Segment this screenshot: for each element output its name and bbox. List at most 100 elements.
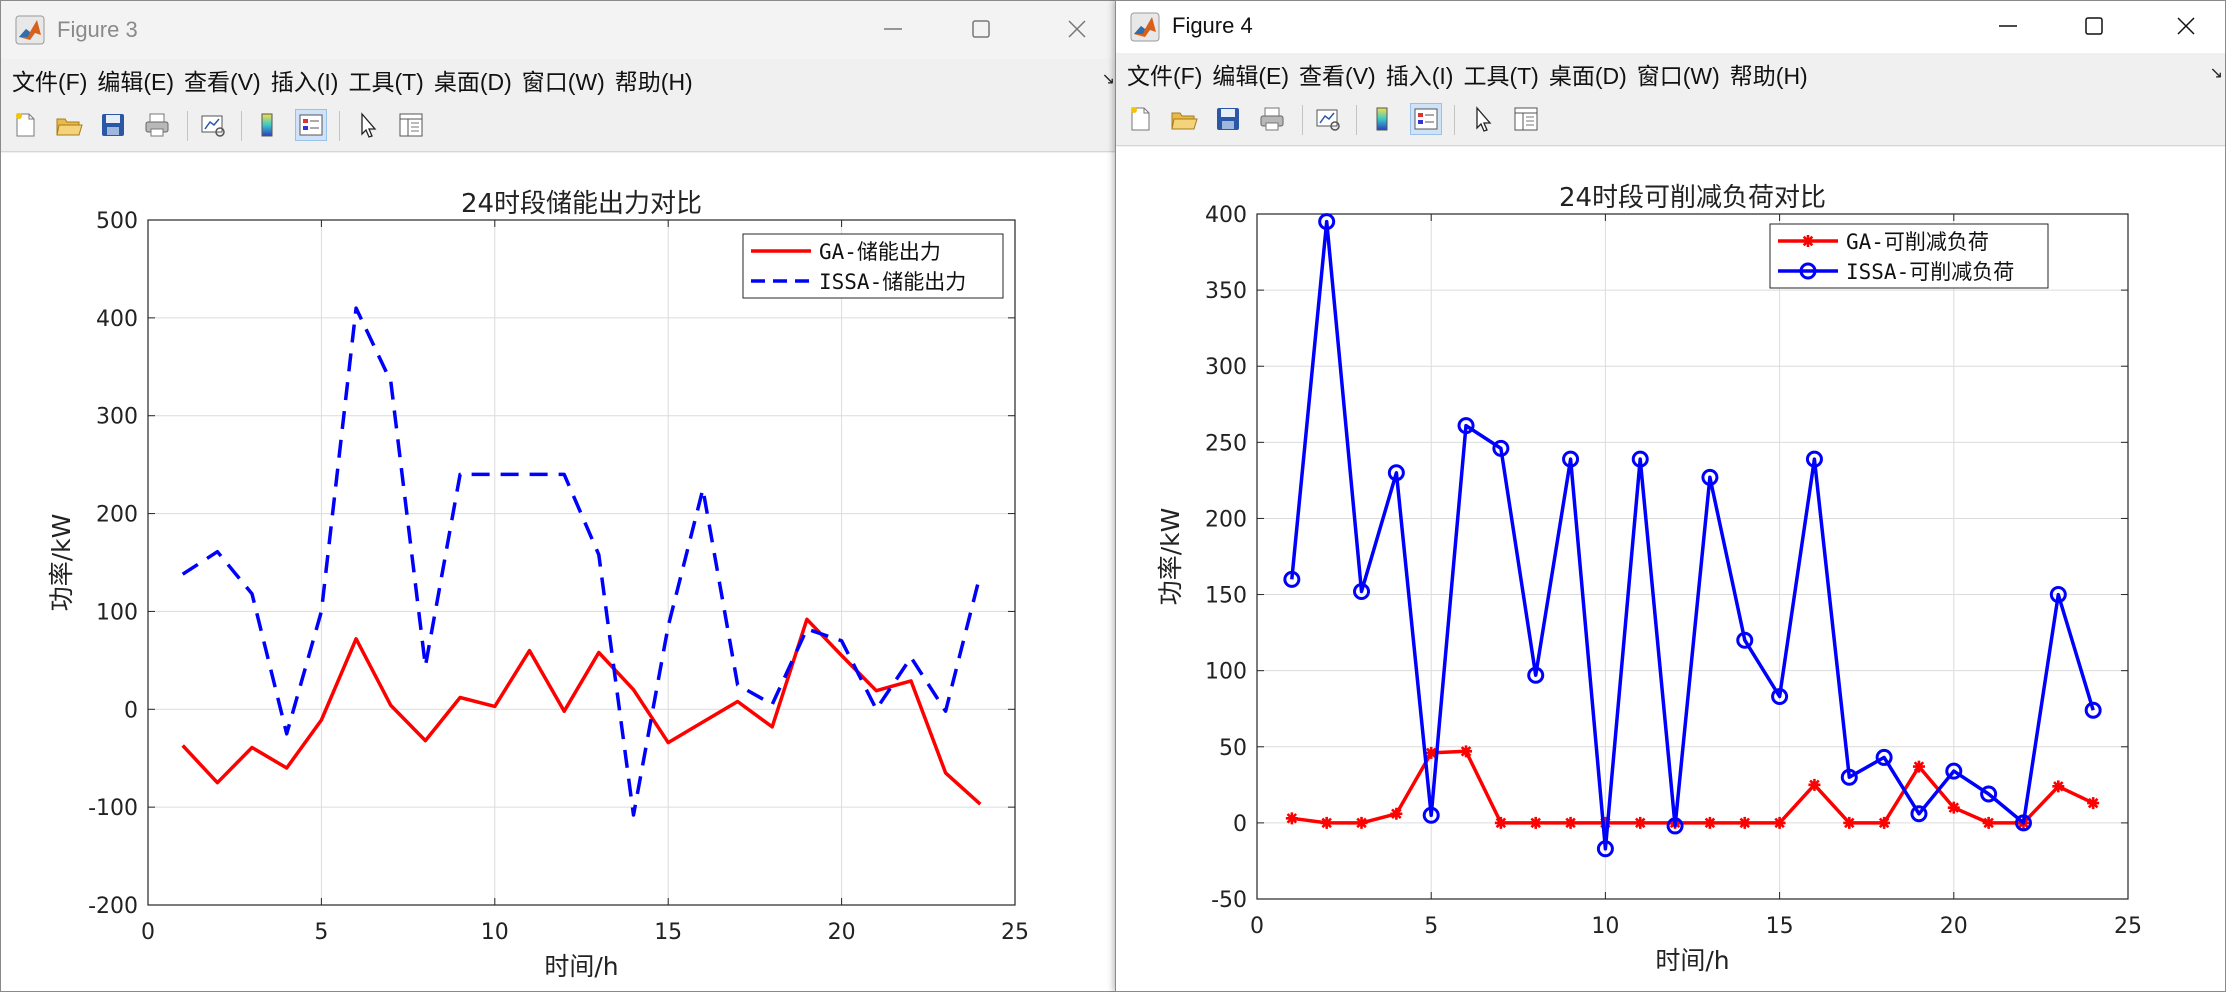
link-plot-icon bbox=[1316, 109, 1340, 131]
menu-overflow-icon[interactable]: ↘ bbox=[1101, 69, 1115, 88]
legend-label-1: GA-储能出力 bbox=[819, 240, 941, 264]
series-1-point bbox=[1808, 778, 1821, 791]
toolbar-separator bbox=[187, 111, 188, 141]
print-button[interactable] bbox=[1256, 103, 1288, 135]
series-2-point bbox=[1492, 439, 1510, 457]
series-1-point bbox=[2052, 780, 2065, 793]
legend-marker-1 bbox=[1802, 235, 1814, 247]
menu-desktop[interactable]: 桌面(D) bbox=[1548, 63, 1627, 89]
series-1-point bbox=[1843, 816, 1856, 829]
colorbar-button[interactable] bbox=[251, 109, 283, 141]
legend-button[interactable] bbox=[295, 109, 327, 141]
save-button[interactable] bbox=[97, 109, 129, 141]
series-line-2 bbox=[1290, 219, 2095, 851]
window-title: Figure 3 bbox=[57, 17, 138, 42]
minimize-button[interactable] bbox=[1978, 6, 2038, 46]
x-tick-label: 25 bbox=[2114, 914, 2142, 939]
x-tick-label: 25 bbox=[1001, 920, 1029, 945]
minimize-icon bbox=[1999, 25, 2017, 27]
series-1-point bbox=[1564, 816, 1577, 829]
menu-window[interactable]: 窗口(W) bbox=[1636, 63, 1720, 89]
y-tick-labels: -200 -100 0 100 200 300 400 500 bbox=[88, 209, 138, 919]
y-tick-label: 200 bbox=[96, 503, 138, 528]
legend[interactable]: GA-可削减负荷 ISSA-可削减负荷 bbox=[1769, 223, 2049, 289]
y-tick-labels: -50 0 50 100 150 200 250 300 350 400 bbox=[1205, 203, 1247, 913]
menu-edit[interactable]: 编辑(E) bbox=[97, 69, 175, 95]
close-button[interactable] bbox=[1047, 9, 1107, 49]
legend-button[interactable] bbox=[1410, 103, 1442, 135]
menu-help[interactable]: 帮助(H) bbox=[1729, 63, 1808, 89]
menu-overflow-icon[interactable]: ↘ bbox=[2209, 63, 2223, 82]
series-1-point bbox=[1599, 816, 1612, 829]
link-plot-button[interactable] bbox=[197, 109, 229, 141]
property-inspector-button[interactable] bbox=[395, 109, 427, 141]
colorbar-button[interactable] bbox=[1366, 103, 1398, 135]
new-figure-button[interactable] bbox=[1124, 103, 1156, 135]
menu-desktop[interactable]: 桌面(D) bbox=[433, 69, 512, 95]
open-file-button[interactable] bbox=[53, 109, 85, 141]
menu-tools[interactable]: 工具(T) bbox=[1463, 63, 1539, 89]
property-inspector-icon bbox=[399, 113, 423, 137]
series-1-point bbox=[1634, 816, 1647, 829]
menu-view[interactable]: 查看(V) bbox=[1299, 63, 1376, 89]
figure-canvas[interactable]: 0 5 10 15 20 25 -200 -100 0 100 200 300 400 500 GA-储… bbox=[1, 153, 1117, 991]
menu-tools[interactable]: 工具(T) bbox=[348, 69, 424, 95]
maximize-button[interactable] bbox=[951, 9, 1011, 49]
y-tick-label: -200 bbox=[88, 894, 138, 919]
menu-view[interactable]: 查看(V) bbox=[184, 69, 261, 95]
series-2-point bbox=[1840, 768, 1858, 786]
property-inspector-button[interactable] bbox=[1510, 103, 1542, 135]
save-button[interactable] bbox=[1212, 103, 1244, 135]
toolbar-separator bbox=[241, 111, 242, 141]
chart-storage-output: 0 5 10 15 20 25 -200 -100 0 100 200 300 400 500 GA-储… bbox=[47, 189, 1029, 981]
new-figure-icon bbox=[16, 113, 35, 137]
pointer-button[interactable] bbox=[1466, 103, 1498, 135]
axes-frame bbox=[147, 219, 1016, 906]
colorbar-icon bbox=[261, 113, 273, 137]
minimize-icon bbox=[884, 28, 902, 30]
print-button[interactable] bbox=[141, 109, 173, 141]
chart-title: 24时段储能出力对比 bbox=[461, 189, 702, 219]
menu-file[interactable]: 文件(F) bbox=[12, 69, 88, 95]
toolbar-separator bbox=[1302, 105, 1303, 135]
close-button[interactable] bbox=[2156, 6, 2216, 46]
series-1-point bbox=[1320, 816, 1333, 829]
figure-toolbar bbox=[1, 101, 1117, 152]
minimize-button[interactable] bbox=[863, 9, 923, 49]
series-2-point bbox=[1527, 666, 1545, 684]
series-2-point bbox=[1980, 785, 1998, 803]
series-1-point bbox=[1703, 816, 1716, 829]
pointer-button[interactable] bbox=[351, 109, 383, 141]
menu-file[interactable]: 文件(F) bbox=[1127, 63, 1203, 89]
link-plot-icon bbox=[201, 115, 225, 137]
y-tick-label: 100 bbox=[1205, 660, 1247, 685]
series-2-point bbox=[1666, 817, 1684, 835]
y-tick-label: 250 bbox=[1205, 431, 1247, 456]
property-inspector-icon bbox=[1514, 107, 1538, 131]
title-bar[interactable]: Figure 4 bbox=[1116, 1, 2225, 53]
legend-box bbox=[1769, 223, 2049, 289]
maximize-icon bbox=[2085, 17, 2103, 35]
close-icon bbox=[2177, 17, 2195, 35]
menu-help[interactable]: 帮助(H) bbox=[614, 69, 693, 95]
menu-window[interactable]: 窗口(W) bbox=[521, 69, 605, 95]
figure-canvas[interactable]: 0 5 10 15 20 25 -50 0 50 100 150 200 250 300 350 400 G… bbox=[1116, 147, 2225, 991]
menu-insert[interactable]: 插入(I) bbox=[270, 69, 339, 95]
series-1-point bbox=[1738, 816, 1751, 829]
title-bar[interactable]: Figure 3 bbox=[1, 1, 1117, 59]
link-plot-button[interactable] bbox=[1312, 103, 1344, 135]
series-2-point bbox=[1457, 417, 1475, 435]
open-file-button[interactable] bbox=[1168, 103, 1200, 135]
legend[interactable]: GA-储能出力 ISSA-储能出力 bbox=[742, 233, 1004, 299]
y-tick-label: 100 bbox=[96, 600, 138, 625]
menu-insert[interactable]: 插入(I) bbox=[1385, 63, 1454, 89]
grid-lines bbox=[1256, 213, 2129, 900]
y-axis-label: 功率/kW bbox=[47, 514, 76, 612]
legend-label-1: GA-可削减负荷 bbox=[1846, 230, 1989, 254]
series-1-point bbox=[1355, 816, 1368, 829]
menu-edit[interactable]: 编辑(E) bbox=[1212, 63, 1290, 89]
new-figure-button[interactable] bbox=[9, 109, 41, 141]
series-1-point bbox=[1494, 816, 1507, 829]
maximize-button[interactable] bbox=[2064, 6, 2124, 46]
x-tick-label: 15 bbox=[1766, 914, 1794, 939]
